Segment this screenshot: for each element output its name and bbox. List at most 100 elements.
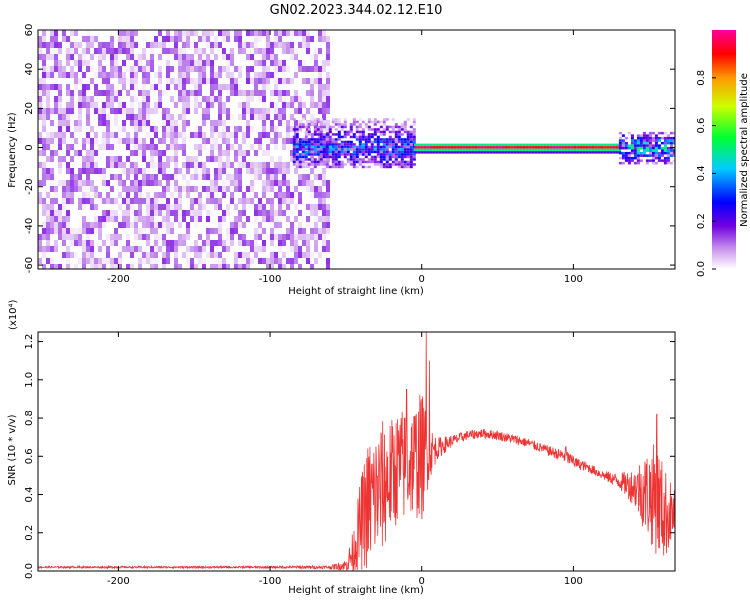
heatmap-cell (397, 130, 401, 134)
heatmap-cell (126, 216, 130, 222)
heatmap-cell (90, 102, 94, 108)
heatmap-cell (306, 216, 310, 222)
heatmap-cell (666, 151, 670, 155)
heatmap-cell (282, 42, 286, 48)
heatmap-cell (58, 72, 62, 78)
heatmap-cell (246, 264, 250, 269)
heatmap-cell (118, 240, 122, 246)
heatmap-cell (190, 66, 194, 72)
heatmap-cell (230, 168, 234, 174)
heatmap-cell (636, 159, 640, 162)
heatmap-cell (358, 160, 362, 164)
heatmap-cell (318, 216, 322, 222)
heatmap-cell (254, 108, 258, 114)
heatmap-cell (238, 222, 242, 228)
heatmap-cell (660, 149, 664, 152)
heatmap-cell (206, 156, 210, 162)
heatmap-cell (178, 144, 182, 150)
heatmap-cell (516, 143, 520, 147)
heatmap-cell (318, 96, 322, 102)
heatmap-cell (130, 186, 134, 192)
heatmap-cell (274, 258, 278, 264)
heatmap-cell (94, 228, 98, 234)
heatmap-cell (82, 264, 86, 269)
heatmap-cell (286, 234, 290, 240)
heatmap-cell (206, 228, 210, 234)
heatmap-cell (666, 154, 670, 157)
heatmap-cell (150, 228, 154, 234)
heatmap-cell (282, 60, 286, 66)
heatmap-cell (42, 72, 46, 78)
heatmap-cell (302, 162, 306, 168)
heatmap-cell (182, 30, 186, 36)
heatmap-cell (114, 60, 118, 66)
heatmap-cell (286, 246, 290, 252)
heatmap-cell (162, 240, 166, 246)
heatmap-cell (409, 153, 413, 156)
heatmap-cell (178, 216, 182, 222)
heatmap-cell (262, 228, 266, 234)
heatmap-cell (174, 246, 178, 252)
heatmap-cell (489, 146, 493, 149)
heatmap-cell (468, 151, 472, 154)
heatmap-cell (270, 222, 274, 228)
heatmap-cell (292, 128, 296, 131)
heatmap-cell (313, 118, 317, 121)
heatmap-cell (459, 148, 463, 152)
heatmap-cell (118, 156, 122, 162)
heatmap-cell (50, 198, 54, 204)
heatmap-cell (154, 162, 158, 168)
heatmap-cell (498, 146, 502, 149)
heatmap-cell (579, 148, 583, 152)
heatmap-cell (138, 228, 142, 234)
heatmap-cell (138, 102, 142, 108)
heatmap-cell (651, 154, 655, 157)
heatmap-cell (318, 198, 322, 204)
heatmap-cell (234, 240, 238, 246)
heatmap-cell (409, 165, 413, 169)
heatmap-cell (174, 126, 178, 132)
heatmap-cell (651, 136, 655, 140)
heatmap-cell (334, 150, 338, 154)
heatmap-cell (328, 130, 332, 134)
heatmap-cell (270, 60, 274, 66)
heatmap-cell (50, 186, 54, 192)
heatmap-cell (178, 78, 182, 84)
heatmap-cell (110, 144, 114, 150)
heatmap-cell (206, 216, 210, 222)
heatmap-cell (314, 48, 318, 54)
heatmap-cell (86, 36, 90, 42)
heatmap-cell (438, 146, 442, 149)
heatmap-cell (86, 150, 90, 156)
heatmap-cell (471, 146, 475, 149)
heatmap-cell (597, 151, 601, 154)
heatmap-cell (306, 204, 310, 210)
heatmap-cell (379, 163, 383, 166)
heatmap-cell (294, 72, 298, 78)
heatmap-cell (528, 148, 532, 152)
heatmap-cell (118, 246, 122, 252)
heatmap-cell (307, 140, 311, 144)
heatmap-cell (346, 160, 350, 164)
heatmap-cell (254, 42, 258, 48)
heatmap-cell (355, 135, 359, 139)
heatmap-cell (194, 162, 198, 168)
heatmap-cell (412, 123, 416, 126)
heatmap-cell (621, 161, 625, 165)
heatmap-cell (78, 120, 82, 126)
x-tick-label: -100 (259, 576, 282, 587)
heatmap-cell (417, 148, 421, 152)
heatmap-cell (106, 144, 110, 150)
heatmap-cell (122, 102, 126, 108)
heatmap-cell (222, 186, 226, 192)
heatmap-cell (292, 143, 296, 146)
heatmap-cell (355, 158, 359, 161)
heatmap-cell (118, 264, 122, 269)
heatmap-cell (126, 30, 130, 36)
heatmap-cell (62, 30, 66, 36)
heatmap-cell (282, 210, 286, 216)
heatmap-cell (246, 252, 250, 258)
heatmap-cell (570, 146, 574, 149)
heatmap-cell (636, 144, 640, 147)
heatmap-cell (648, 131, 652, 135)
